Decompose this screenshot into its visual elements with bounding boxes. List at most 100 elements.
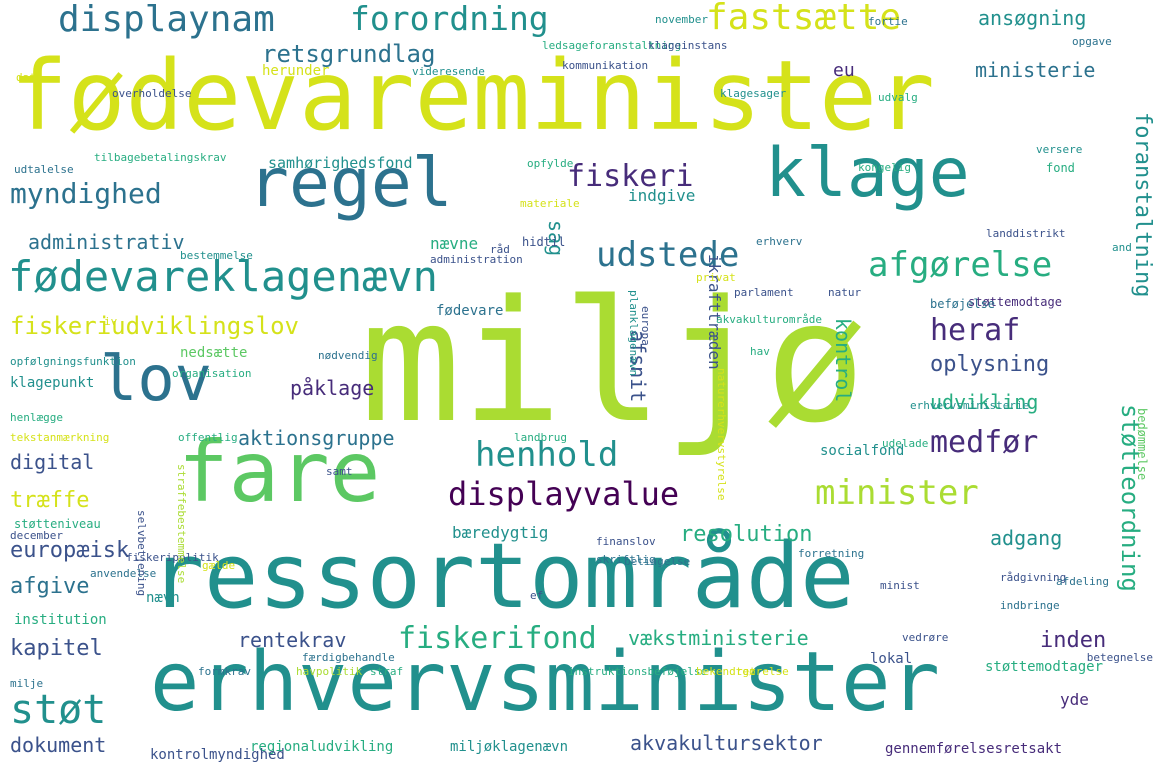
word-90: støtteniveau bbox=[14, 517, 101, 531]
word-20: fiskerifond bbox=[398, 621, 597, 656]
word-55: fødevare bbox=[436, 303, 504, 319]
word-6: klage bbox=[765, 134, 970, 213]
word-49: yde bbox=[1060, 690, 1089, 709]
word-1: fødevareminister bbox=[10, 40, 935, 152]
word-35: aktionsgruppe bbox=[238, 426, 395, 450]
word-105: betingelse bbox=[624, 555, 691, 568]
word-98: straf bbox=[370, 665, 404, 678]
word-59: regionaludvikling bbox=[250, 739, 394, 755]
word-80: hidtil bbox=[522, 235, 566, 249]
word-28: ministerie bbox=[975, 58, 1096, 82]
word-61: gennemførelsesretsakt bbox=[885, 741, 1063, 757]
word-23: fiskeri bbox=[567, 159, 694, 194]
word-54: samhørighedsfond bbox=[268, 154, 413, 172]
word-110: udelade bbox=[882, 437, 929, 450]
word-41: digital bbox=[10, 450, 95, 474]
word-3: erhvervsminister bbox=[150, 635, 940, 730]
word-107: skriftlig bbox=[596, 553, 656, 566]
word-74: støttemodtage bbox=[968, 295, 1062, 309]
word-139: bedømmelse bbox=[1135, 408, 1149, 481]
word-70: europa bbox=[639, 306, 652, 346]
word-121: ledsageforanstaltning bbox=[542, 39, 682, 52]
word-133: nævn bbox=[146, 590, 180, 606]
word-2: ressortområde bbox=[150, 524, 855, 629]
word-45: afgive bbox=[10, 574, 90, 599]
word-71: planklagenævn bbox=[627, 290, 640, 377]
word-53: eu bbox=[833, 60, 855, 81]
word-32: europæisk bbox=[10, 538, 130, 563]
word-97: havpolitik bbox=[296, 665, 363, 678]
word-82: administration bbox=[430, 253, 523, 266]
word-30: oplysning bbox=[930, 352, 1050, 377]
word-83: bestemmelse bbox=[180, 249, 253, 262]
word-15: udstede bbox=[596, 235, 740, 275]
word-132: minist bbox=[880, 579, 920, 592]
word-106: finanslov bbox=[596, 535, 656, 548]
word-65: videresende bbox=[412, 65, 485, 78]
word-10: displaynam bbox=[58, 0, 275, 40]
word-33: kapitel bbox=[10, 636, 103, 661]
word-68: udvalg bbox=[878, 91, 918, 104]
word-16: afgørelse bbox=[868, 245, 1053, 285]
word-52: indgive bbox=[628, 186, 696, 205]
word-93: anvendelse bbox=[90, 567, 157, 580]
word-78: fond bbox=[1046, 161, 1075, 175]
word-137: samt bbox=[326, 465, 353, 478]
word-77: natur bbox=[828, 286, 862, 299]
word-37: resolution bbox=[680, 522, 813, 547]
word-125: opgave bbox=[1072, 35, 1112, 48]
word-102: milje bbox=[10, 677, 44, 690]
word-13: displayvalue bbox=[448, 475, 680, 513]
word-120: tilbagebetalingskrav bbox=[94, 151, 227, 164]
word-138: erhvervsministerie bbox=[910, 399, 1030, 412]
word-124: klageinstans bbox=[648, 39, 728, 52]
word-129: afdeling bbox=[1056, 575, 1109, 588]
word-116: privat bbox=[696, 271, 736, 284]
word-114: betegnelse bbox=[1086, 651, 1153, 664]
word-127: overholdelse bbox=[112, 87, 192, 100]
word-123: fortie bbox=[868, 15, 908, 28]
word-95: færdigbehandle bbox=[302, 651, 395, 664]
word-87: henlægge bbox=[10, 411, 63, 424]
word-42: påklage bbox=[290, 376, 375, 400]
word-94: institution bbox=[14, 612, 107, 628]
word-47: rentekrav bbox=[238, 628, 347, 652]
word-85: organisation bbox=[172, 367, 252, 380]
word-58: støttemodtager bbox=[985, 659, 1104, 675]
word-19: fiskeriudviklingslov bbox=[10, 312, 299, 340]
word-17: myndighed bbox=[10, 177, 162, 210]
word-109: landbrug bbox=[514, 431, 567, 444]
word-111: rådgivning bbox=[1000, 571, 1067, 584]
word-99: instruktionsbeføjelse bbox=[568, 665, 708, 678]
word-115: hav bbox=[750, 345, 770, 358]
word-108: selvbetjening bbox=[135, 510, 148, 597]
word-117: materiale bbox=[520, 197, 580, 210]
word-24: retsgrundlag bbox=[262, 40, 436, 68]
word-48: bæredygtig bbox=[452, 523, 549, 542]
word-31: udvikling bbox=[930, 390, 1039, 414]
word-18: medfør bbox=[930, 425, 1039, 460]
word-76: parlament bbox=[734, 286, 794, 299]
word-62: nedsætte bbox=[180, 345, 248, 361]
word-0: miljø bbox=[360, 264, 866, 460]
word-12: minister bbox=[815, 473, 979, 513]
word-11: forordning bbox=[350, 0, 549, 38]
word-56: socialfond bbox=[820, 443, 905, 459]
word-96: formkrav bbox=[198, 665, 251, 678]
word-36: adgang bbox=[990, 526, 1063, 550]
word-63: klagepunkt bbox=[10, 375, 95, 391]
word-69: landdistrikt bbox=[986, 227, 1066, 240]
word-141: straffebestemmelse bbox=[175, 464, 188, 584]
word-118: udtalelse bbox=[14, 163, 74, 176]
word-4: fare bbox=[178, 423, 381, 521]
word-128: versere bbox=[1036, 143, 1083, 156]
word-86: opfølgningsfunktion bbox=[10, 355, 136, 368]
word-73: akvakulturområde bbox=[716, 313, 822, 326]
word-134: råd bbox=[490, 243, 510, 256]
word-84: nødvendig bbox=[318, 349, 378, 362]
word-66: kommunikation bbox=[562, 59, 649, 72]
word-104: forretning bbox=[798, 547, 865, 560]
word-40: akvakultursektor bbox=[630, 731, 823, 755]
word-64: herunder bbox=[262, 63, 330, 79]
word-119: kongelig bbox=[858, 161, 911, 174]
